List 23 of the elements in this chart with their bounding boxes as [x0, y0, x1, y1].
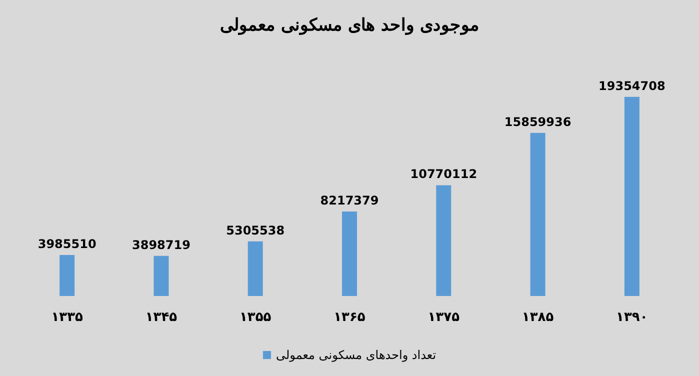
data-label: 8217379: [320, 193, 379, 208]
data-label: 3985510: [38, 237, 96, 252]
bar: [624, 96, 640, 296]
chart-title: موجودی واحد های مسکونی معمولی: [220, 16, 479, 36]
bar: [154, 256, 169, 296]
bar: [60, 255, 75, 296]
data-label: 10770112: [410, 167, 478, 182]
x-tick-label: ۱۳۵۵: [239, 310, 272, 325]
data-label: 5305538: [226, 223, 285, 238]
x-tick-label: ۱۳۶۵: [334, 310, 366, 325]
legend-label: تعداد واحدهای مسکونی معمولی: [276, 348, 436, 362]
x-tick-label: ۱۳۹۰: [616, 310, 648, 325]
x-tick-label: ۱۳۳۵: [51, 310, 83, 325]
x-tick-label: ۱۳۷۵: [428, 310, 460, 325]
bar: [530, 132, 546, 296]
bar: [436, 185, 452, 296]
data-label: 19354708: [598, 78, 666, 93]
data-label: 3898719: [132, 238, 190, 252]
bar: [248, 241, 263, 296]
data-label: 15859936: [504, 114, 572, 129]
x-tick-label: ۱۳۸۵: [522, 310, 554, 325]
x-tick-label: ۱۳۴۵: [145, 310, 178, 325]
bar: [342, 211, 357, 296]
